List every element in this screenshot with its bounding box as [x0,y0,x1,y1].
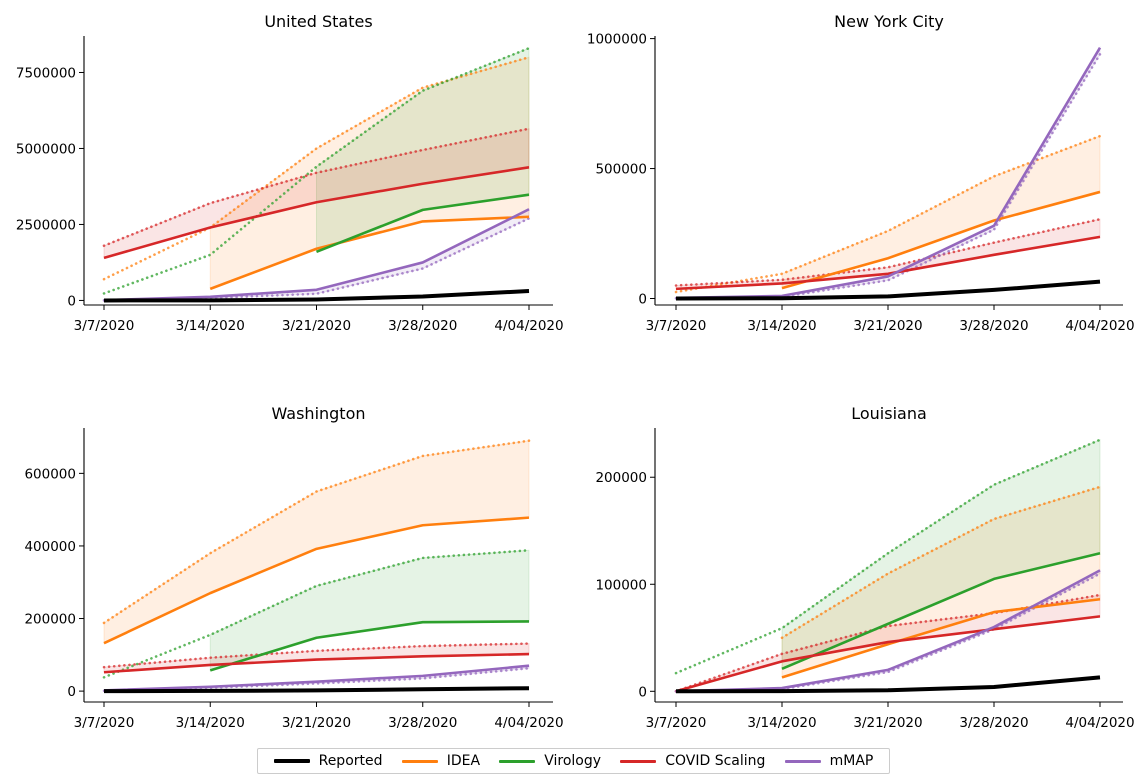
y-tick-label: 400000 [24,539,76,555]
panel-louisiana: Louisiana 0 100000 200000 3/7/2020 3/14/2020 3… [595,404,1134,731]
legend-swatch-covid-scaling [620,759,657,763]
series-mmap-solid [103,208,530,302]
series-reported-solid [103,686,530,694]
series-covid-scaling-solid [103,652,530,674]
x-tick-label: 4/04/2020 [494,715,563,731]
x-tick-label: 3/7/2020 [74,715,135,731]
x-tick-label: 3/21/2020 [282,715,351,731]
legend-item-reported: Reported [273,753,383,769]
legend: Reported IDEA Virology COVID Scaling mMA… [257,748,890,774]
x-tick-label: 3/14/2020 [747,318,816,334]
series-virology-dotted [102,549,531,679]
series-covid-scaling-solid [675,615,1101,693]
x-tick-label: 3/14/2020 [747,715,816,731]
series-covid-scaling-dotted [102,642,531,669]
x-tick-label: 3/28/2020 [959,318,1028,334]
panel-title: United States [264,12,372,31]
series-reported-solid [675,675,1101,694]
series-idea-solid [781,597,1101,679]
y-tick-label: 1000000 [587,32,647,48]
x-tick-label: 3/21/2020 [853,715,922,731]
panel-united-states: United States 0 2500000 5000000 7500000 3/7/2… [16,12,564,334]
x-tick-label: 3/14/2020 [176,318,245,334]
legend-label-reported: Reported [318,753,383,769]
x-tick-label: 3/7/2020 [646,715,707,731]
legend-label-mmap: mMAP [829,753,874,769]
panel-new-york-city: New York City 0 500000 1000000 3/7/2020 3/14/… [587,12,1135,334]
x-tick-label: 3/28/2020 [388,318,457,334]
legend-label-idea: IDEA [446,753,481,769]
y-tick-label: 0 [638,292,647,308]
x-tick-label: 3/14/2020 [176,715,245,731]
series-idea-dotted [102,55,531,281]
legend-label-virology: Virology [544,753,602,769]
y-tick-label: 500000 [595,162,647,178]
legend-swatch-virology [499,759,536,763]
x-tick-label: 4/04/2020 [494,318,563,334]
y-tick-label: 200000 [595,470,647,486]
y-tick-label: 100000 [595,577,647,593]
panel-title: New York City [834,12,944,31]
series-covid-scaling-solid [103,166,530,260]
x-tick-label: 4/04/2020 [1065,318,1134,334]
series-covid-scaling-solid [675,235,1101,291]
series-idea-dotted [102,439,531,625]
series-virology-dotted [102,46,531,295]
x-tick-label: 3/21/2020 [282,318,351,334]
series-idea-solid [209,215,530,291]
legend-swatch-mmap [784,759,821,763]
series-mmap-solid [103,664,530,692]
series-idea-solid [103,516,530,645]
legend-item-virology: Virology [499,753,601,769]
series-idea-dotted [674,134,1102,294]
x-tick-label: 3/28/2020 [959,715,1028,731]
series-idea-dotted [780,485,1102,640]
series-reported-solid [675,279,1101,301]
x-tick-label: 4/04/2020 [1065,715,1134,731]
legend-label-covid-scaling: COVID Scaling [665,753,766,769]
series-idea-solid [781,190,1101,290]
y-tick-label: 0 [638,684,647,700]
legend-item-mmap: mMAP [784,753,874,769]
x-tick-label: 3/28/2020 [388,715,457,731]
series-virology-solid [316,193,530,254]
legend-item-idea: IDEA [401,753,481,769]
y-tick-label: 2500000 [16,217,76,233]
series-covid-scaling-dotted [674,217,1102,287]
y-tick-label: 200000 [24,612,76,628]
series-covid-scaling-dotted [102,127,531,248]
panel-title: Louisiana [851,404,927,423]
x-tick-label: 3/7/2020 [74,318,135,334]
y-tick-label: 7500000 [16,65,76,81]
y-tick-label: 0 [67,684,76,700]
x-tick-label: 3/7/2020 [646,318,707,334]
y-tick-label: 600000 [24,466,76,482]
series-virology-solid [209,620,530,672]
panel-title: Washington [271,404,365,423]
legend-item-covid-scaling: COVID Scaling [620,753,765,769]
legend-swatch-reported [273,759,310,763]
y-tick-label: 0 [67,293,76,309]
legend-swatch-idea [401,759,438,763]
series-virology-dotted [674,438,1102,675]
panel-washington: Washington 0 200000 400000 600000 3/7/2020 3/1… [24,404,563,731]
series-virology-solid [781,551,1101,671]
y-tick-label: 5000000 [16,141,76,157]
series-reported-solid [103,289,530,303]
x-tick-label: 3/21/2020 [853,318,922,334]
